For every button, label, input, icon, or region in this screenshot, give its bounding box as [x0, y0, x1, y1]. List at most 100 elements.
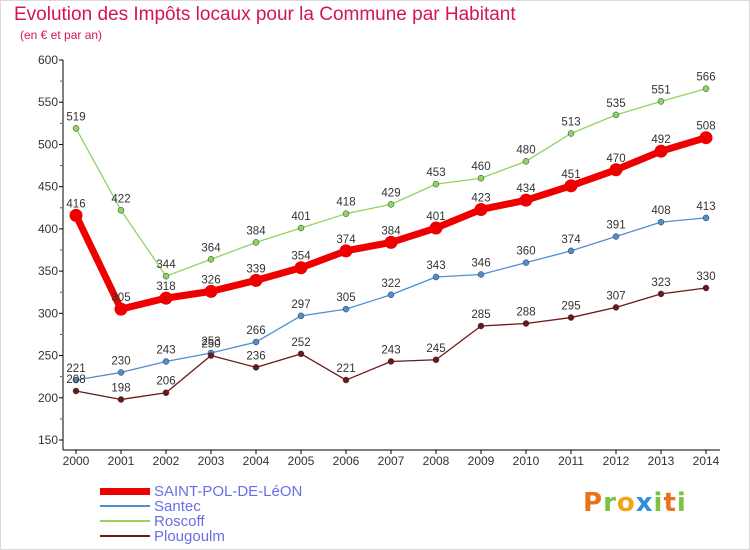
data-label-0: 374 [336, 234, 356, 246]
data-label-2: 453 [426, 167, 445, 179]
series-point-3 [252, 364, 260, 371]
data-label-2: 401 [291, 211, 310, 223]
data-label-0: 492 [651, 134, 670, 146]
data-label-0: 434 [516, 183, 536, 195]
logo-letter: x [635, 488, 654, 518]
series-point-1 [117, 369, 125, 376]
chart-title: Evolution des Impôts locaux pour la Comm… [14, 4, 516, 25]
data-label-3: 198 [111, 382, 130, 394]
y-tick-label: 200 [38, 391, 58, 405]
series-point-3 [432, 356, 440, 364]
series-point-1 [297, 312, 305, 320]
series-point-3 [72, 387, 80, 395]
data-label-2: 422 [111, 193, 130, 205]
series-point-2 [342, 210, 350, 217]
data-label-3: 245 [426, 343, 445, 355]
series-point-2 [477, 174, 485, 182]
data-label-1: 360 [516, 246, 535, 258]
x-tick-label: 2001 [108, 454, 135, 468]
x-tick-label: 2005 [288, 454, 315, 468]
data-label-3: 330 [696, 271, 715, 283]
series-point-0 [699, 131, 713, 145]
data-label-1: 297 [291, 299, 310, 311]
y-tick-label: 250 [38, 349, 58, 363]
series-point-3 [567, 314, 575, 321]
data-label-1: 253 [201, 336, 220, 348]
x-tick-label: 2007 [378, 454, 405, 468]
series-point-2 [567, 130, 575, 137]
proxiti-logo: Proxiti [583, 488, 687, 518]
x-tick-label: 2009 [468, 454, 495, 468]
series-point-0 [114, 302, 128, 316]
data-label-2: 513 [561, 116, 580, 128]
data-label-0: 326 [201, 274, 220, 286]
y-tick-label: 400 [38, 222, 58, 236]
series-point-0 [159, 291, 173, 305]
series-point-3 [162, 389, 170, 396]
series-point-3 [612, 304, 620, 311]
data-label-0: 384 [381, 225, 401, 237]
series-point-0 [384, 235, 398, 249]
logo-letter: t [663, 488, 677, 518]
legend-label: Santec [154, 498, 201, 515]
data-label-1: 322 [381, 278, 400, 290]
chart-subtitle: (en € et par an) [20, 28, 103, 42]
data-label-3: 250 [201, 339, 220, 351]
series-point-0 [654, 144, 668, 158]
data-label-3: 221 [336, 363, 355, 375]
data-label-0: 354 [291, 251, 311, 263]
data-label-0: 416 [66, 198, 85, 210]
data-label-0: 470 [606, 153, 625, 165]
data-label-2: 460 [471, 161, 490, 173]
x-tick-label: 2011 [558, 454, 584, 468]
data-label-1: 374 [561, 234, 581, 246]
series-point-3 [702, 284, 710, 292]
legend-swatch [100, 487, 150, 495]
series-point-3 [207, 352, 215, 359]
data-label-1: 391 [606, 219, 625, 231]
data-label-2: 344 [156, 259, 176, 271]
data-label-2: 418 [336, 197, 355, 209]
data-label-0: 318 [156, 281, 175, 293]
x-tick-label: 2012 [603, 454, 630, 468]
data-label-2: 480 [516, 144, 535, 156]
x-tick-label: 2010 [513, 454, 540, 468]
series-point-2 [387, 201, 395, 208]
data-label-0: 305 [111, 292, 130, 304]
y-tick-label: 550 [38, 95, 58, 109]
x-tick-label: 2002 [153, 454, 180, 468]
series-point-1 [522, 259, 530, 266]
series-point-2 [432, 180, 440, 188]
series-point-1 [612, 233, 620, 240]
data-label-1: 343 [426, 260, 445, 272]
data-label-2: 429 [381, 187, 400, 199]
series-point-0 [249, 273, 263, 287]
series-point-2 [522, 158, 530, 165]
data-label-2: 566 [696, 72, 715, 84]
data-label-0: 451 [561, 169, 580, 181]
logo-letter: o [616, 488, 636, 518]
data-label-3: 285 [471, 309, 490, 321]
series-point-0 [519, 193, 533, 207]
series-point-0 [204, 284, 218, 298]
series-point-2 [72, 125, 80, 132]
legend-swatch [100, 505, 150, 507]
series-point-0 [429, 221, 443, 235]
legend-label: Roscoff [154, 513, 205, 530]
series-point-1 [567, 247, 575, 255]
data-label-1: 266 [246, 325, 265, 337]
series-point-1 [657, 218, 665, 226]
data-label-0: 339 [246, 263, 265, 275]
series-point-3 [387, 358, 395, 365]
series-point-2 [117, 207, 125, 214]
x-tick-label: 2008 [423, 454, 450, 468]
logo-letter: P [583, 488, 604, 518]
legend-label: SAINT-POL-DE-LéON [154, 483, 303, 500]
series-point-1 [252, 338, 260, 346]
data-label-3: 208 [66, 374, 85, 386]
x-tick-label: 2014 [693, 454, 720, 468]
y-tick-label: 350 [38, 264, 58, 278]
series-point-1 [432, 273, 440, 281]
series-point-1 [477, 271, 485, 278]
series-point-2 [252, 239, 260, 246]
